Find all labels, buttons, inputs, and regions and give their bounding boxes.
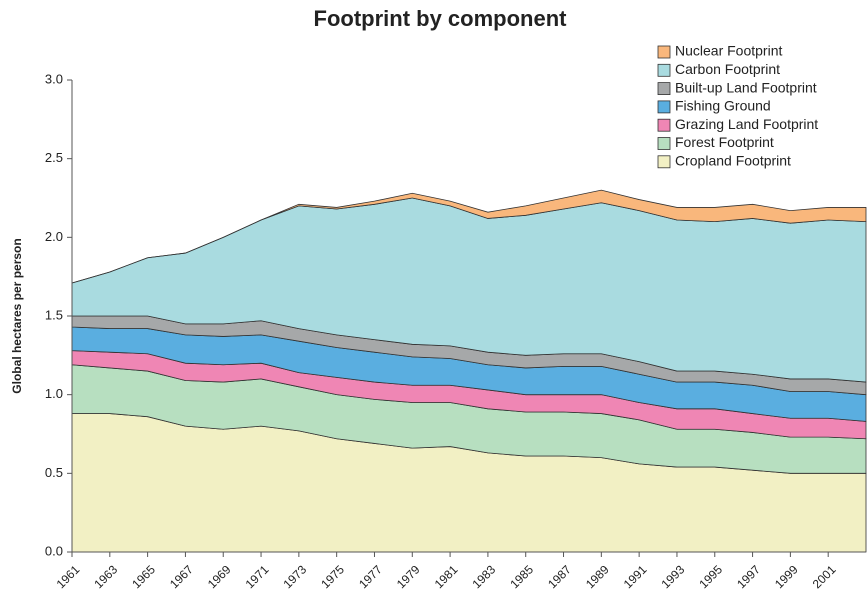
x-tick-label: 1997 [734, 562, 763, 591]
x-tick-label: 2001 [810, 562, 839, 591]
x-tick-label: 1965 [129, 562, 158, 591]
x-tick-label: 1979 [394, 562, 423, 591]
x-tick-label: 1999 [772, 562, 801, 591]
x-tick-label: 1985 [507, 562, 536, 591]
chart-title: Footprint by component [314, 6, 568, 31]
y-tick-label: 1.5 [45, 307, 63, 322]
legend-label: Cropland Footprint [675, 153, 791, 169]
x-tick-label: 1993 [659, 562, 688, 591]
x-tick-label: 1981 [432, 562, 461, 591]
x-tick-label: 1995 [696, 562, 725, 591]
x-tick-label: 1983 [469, 562, 498, 591]
y-tick-label: 2.0 [45, 229, 63, 244]
area [71, 189, 867, 284]
legend-label: Nuclear Footprint [675, 43, 782, 59]
x-tick-label: 1973 [280, 562, 309, 591]
x-tick-label: 1991 [621, 562, 650, 591]
y-tick-label: 3.0 [45, 71, 63, 86]
x-tick-label: 1961 [54, 562, 83, 591]
y-axis-label: Global hectares per person [10, 238, 24, 393]
legend-swatch [657, 137, 671, 150]
legend-label: Carbon Footprint [675, 61, 780, 77]
x-tick-label: 1967 [167, 562, 196, 591]
x-tick-label: 1977 [356, 562, 385, 591]
legend-swatch [657, 155, 671, 169]
legend-label: Grazing Land Footprint [675, 116, 818, 132]
legend-swatch [657, 45, 671, 59]
y-tick-label: 1.0 [45, 386, 63, 401]
x-tick-label: 1971 [243, 562, 272, 591]
y-tick-label: 0.0 [45, 543, 63, 558]
legend-label: Forest Footprint [675, 134, 774, 150]
x-tick-label: 1987 [545, 562, 574, 591]
y-tick-label: 0.5 [45, 465, 63, 480]
legend-label: Fishing Ground [675, 98, 771, 114]
x-tick-label: 1989 [583, 562, 612, 591]
legend-swatch [657, 118, 671, 132]
x-tick-label: 1969 [205, 562, 234, 591]
x-tick-label: 1975 [318, 562, 347, 591]
legend-swatch [657, 63, 671, 77]
legend-swatch [657, 100, 671, 114]
legend-label: Built-up Land Footprint [675, 79, 817, 95]
x-tick-label: 1963 [91, 562, 120, 591]
legend-swatch [657, 82, 671, 95]
y-tick-label: 2.5 [45, 150, 63, 165]
